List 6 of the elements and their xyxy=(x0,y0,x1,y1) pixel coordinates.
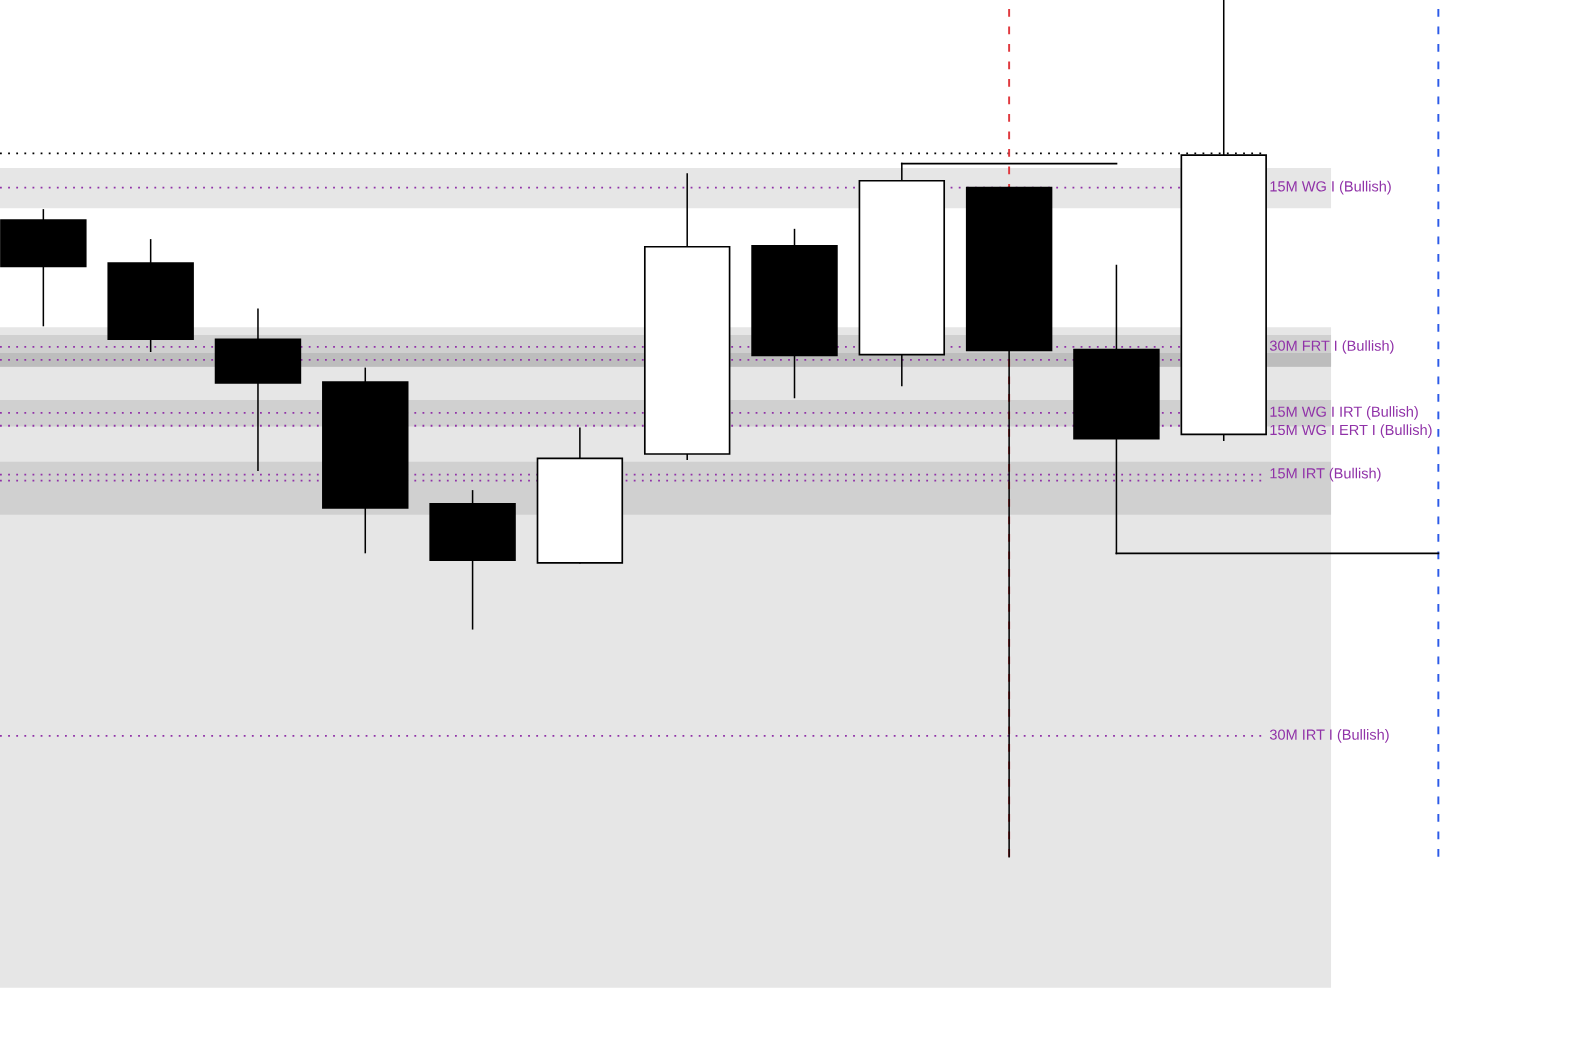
ref-line-label: 15M IRT (Bullish) xyxy=(1270,467,1381,482)
ref-line-label: 30M IRT I (Bullish) xyxy=(1269,729,1389,743)
ref-line-label: 15M WG I ERT I (Bullish) xyxy=(1270,424,1432,438)
ref-line-label: 15M WG I IRT (Bullish) xyxy=(1270,406,1418,420)
ref-line-label: 30M FRT I (Bullish) xyxy=(1269,340,1394,354)
ref-line-label: 15M WG I (Bullish) xyxy=(1270,180,1391,195)
